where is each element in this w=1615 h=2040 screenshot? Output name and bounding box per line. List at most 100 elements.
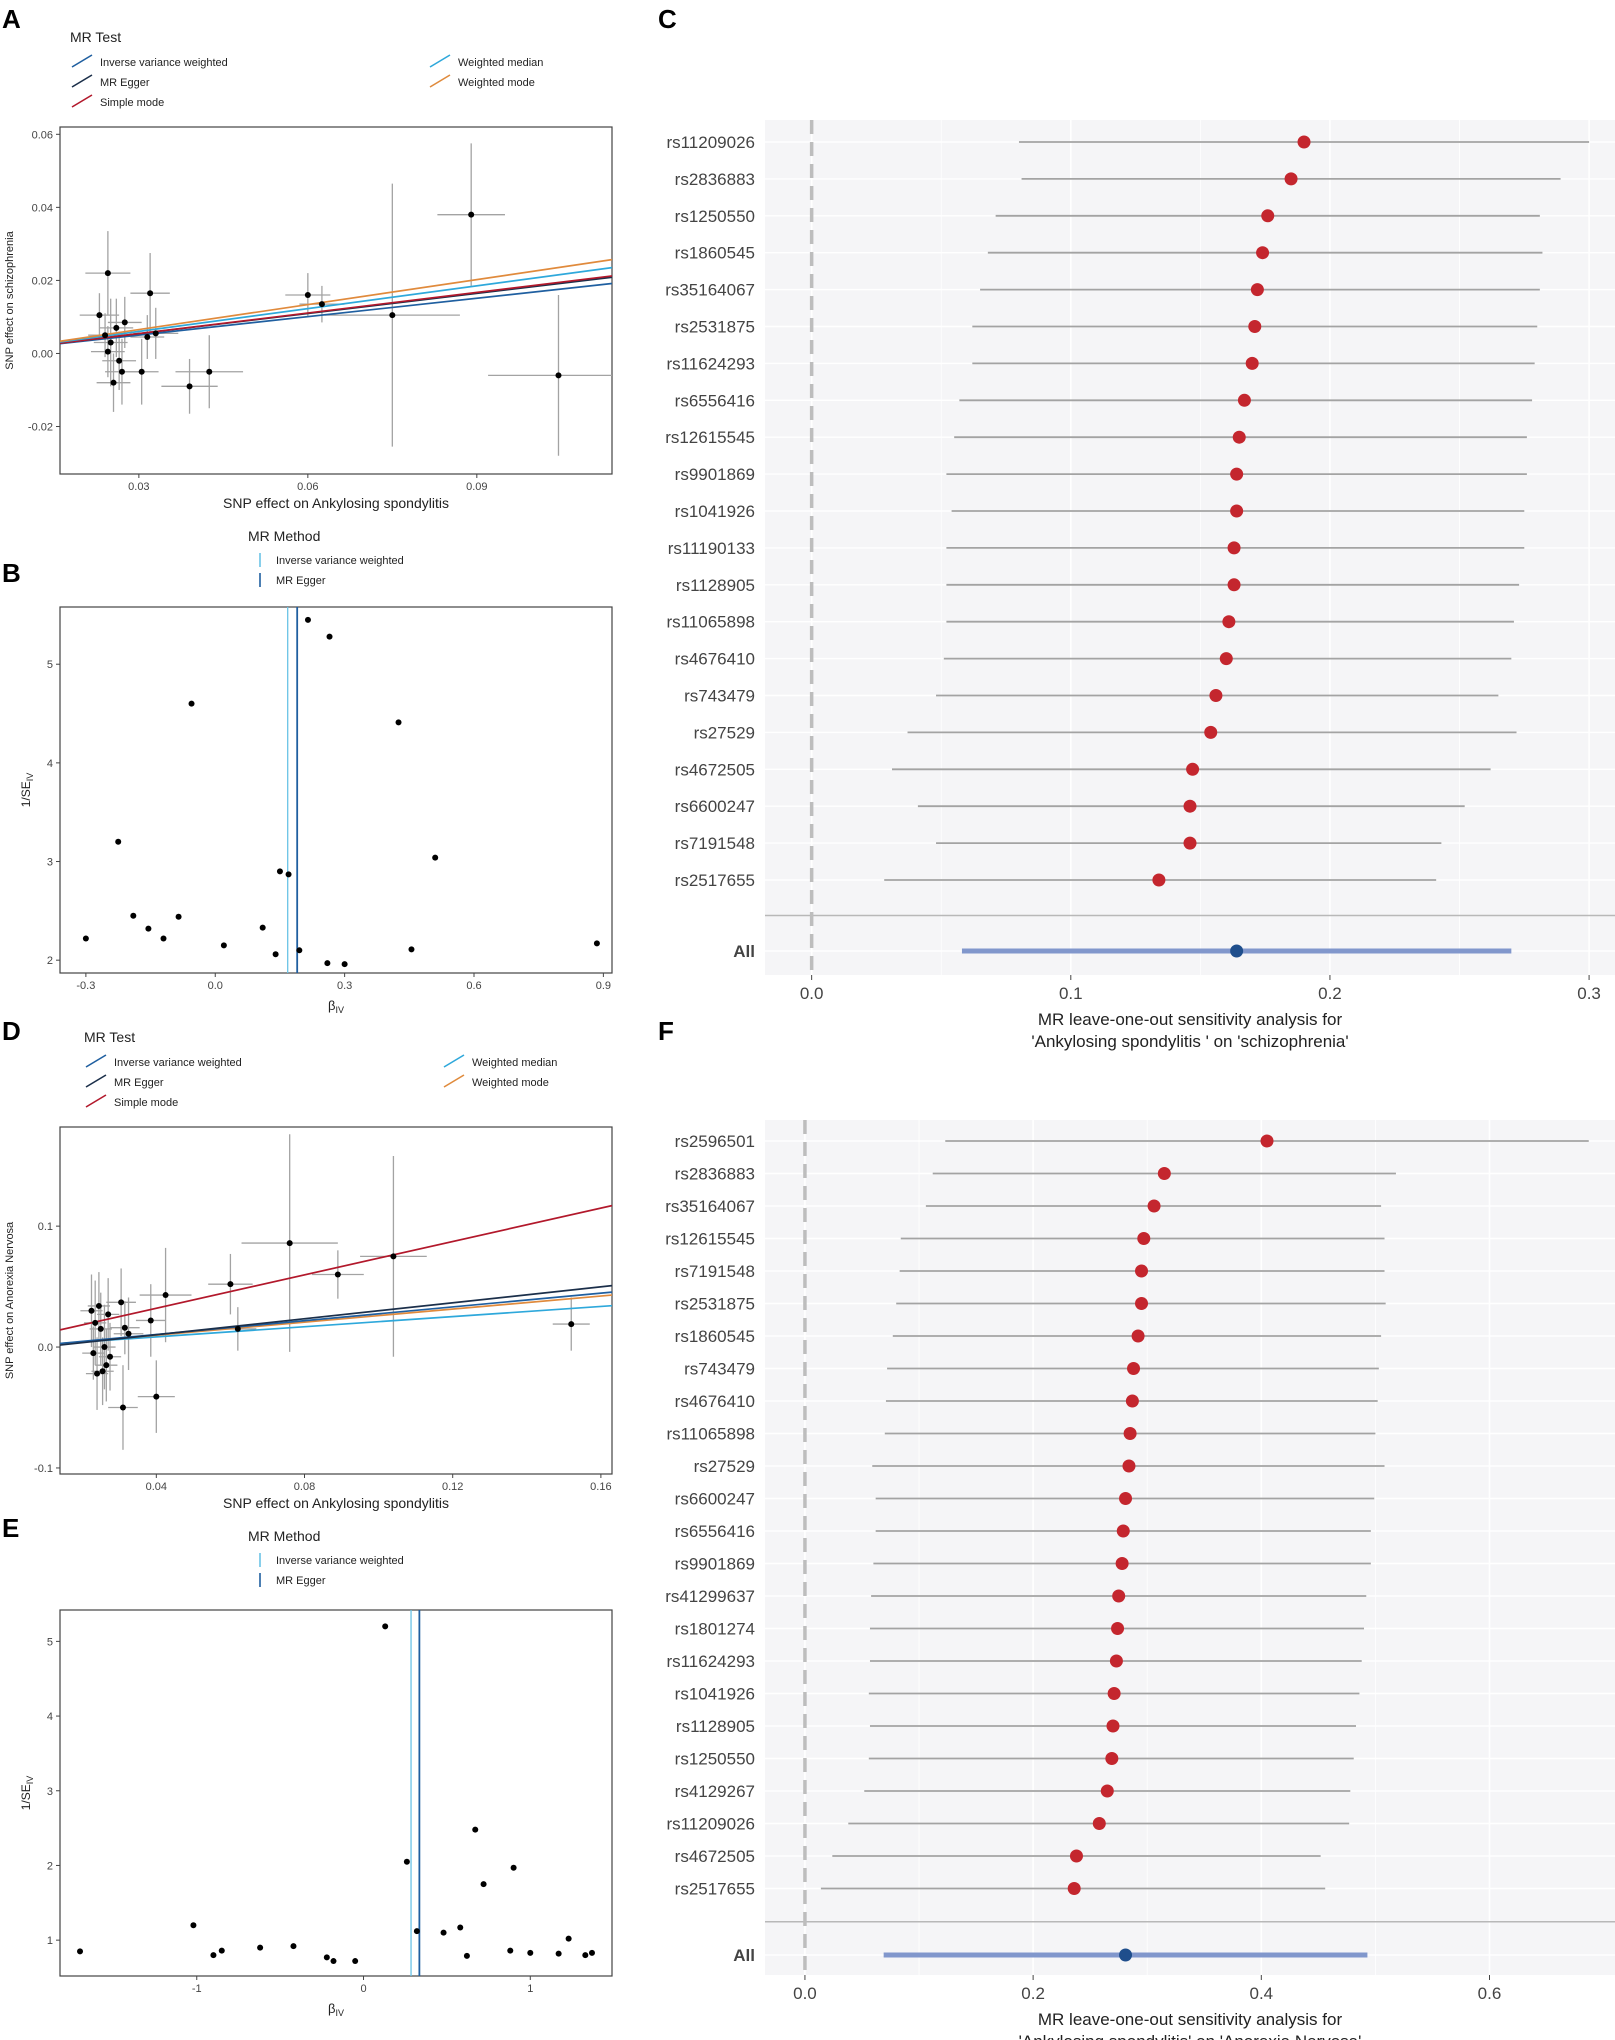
x-tick-label: 0 (360, 1983, 366, 1995)
data-point (432, 854, 439, 861)
data-point (285, 871, 292, 878)
snp-label: rs2531875 (675, 1295, 755, 1314)
snp-label: rs7191548 (675, 1262, 755, 1281)
data-point (304, 292, 311, 299)
snp-label: rs1041926 (675, 1685, 755, 1704)
data-point (565, 1935, 572, 1942)
legend-entry: Weighted median (458, 57, 543, 69)
regression-line (60, 275, 612, 345)
snp-label: rs12615545 (665, 1230, 755, 1249)
y-tick-label: 0.1 (38, 1221, 53, 1233)
panel-letter-c: C (658, 4, 677, 34)
y-tick-label: 0.04 (32, 202, 53, 214)
panel-letter-f: F (658, 1016, 674, 1046)
data-point (119, 1404, 126, 1411)
x-tick-label: 0.0 (800, 984, 824, 1003)
snp-label: rs35164067 (665, 1197, 755, 1216)
y-tick-label: 3 (47, 1786, 53, 1798)
legend-mr-test: MR Test Inverse variance weighted MR Egger… (70, 29, 543, 109)
data-point (118, 368, 125, 375)
data-point (147, 1317, 154, 1324)
data-point (413, 1928, 420, 1935)
data-point (390, 1253, 397, 1260)
y-axis-label-main: 1/SE (19, 781, 33, 807)
estimate-point (1122, 1459, 1136, 1473)
y-tick-label: -0.02 (28, 422, 53, 434)
snp-label: rs2836883 (675, 170, 755, 189)
legend-title: MR Method (248, 1528, 320, 1544)
data-point (334, 1271, 341, 1278)
x-axis-label: SNP effect on Ankylosing spondylitis (223, 1495, 449, 1511)
estimate-point (1209, 689, 1223, 702)
y-tick-label: 0.00 (32, 348, 53, 360)
x-axis-label-line1: MR leave-one-out sensitivity analysis fo… (1038, 2010, 1343, 2029)
legend-entry: MR Egger (276, 575, 326, 587)
estimate-point (1119, 1492, 1133, 1505)
regression-line (60, 1284, 612, 1346)
data-point (510, 1864, 517, 1871)
data-point (227, 1281, 234, 1288)
snp-label: rs1128905 (676, 576, 755, 595)
estimate-point (1111, 1622, 1125, 1635)
legend-entry: Simple mode (114, 1097, 178, 1109)
x-axis-label-line1: MR leave-one-out sensitivity analysis fo… (1038, 1010, 1343, 1029)
y-tick-label: 2 (47, 1860, 53, 1872)
x-tick-label: 0.4 (1249, 1984, 1273, 2003)
data-point (272, 951, 279, 958)
data-point (593, 940, 600, 947)
estimate-point (1230, 504, 1244, 518)
snp-label: rs35164067 (665, 281, 755, 300)
x-tick-label: 0.03 (128, 481, 149, 493)
estimate-point (1147, 1199, 1161, 1213)
data-point (234, 1325, 241, 1332)
estimate-point (1222, 615, 1236, 629)
x-tick-label: 0.09 (466, 481, 487, 493)
data-point (555, 1950, 562, 1957)
estimate-point (1069, 1849, 1083, 1863)
snp-label: rs2517655 (675, 1880, 755, 1899)
data-point (318, 301, 325, 308)
regression-line (60, 1304, 612, 1345)
x-axis-label: SNP effect on Ankylosing spondylitis (223, 495, 449, 511)
snp-label: rs11209026 (666, 1815, 755, 1834)
data-point (95, 1302, 102, 1309)
y-axis-label-sub: IV (25, 1776, 35, 1785)
x-tick-label: 0.16 (590, 1481, 611, 1493)
legend-entry: MR Egger (114, 1077, 164, 1089)
estimate-point (1260, 1134, 1274, 1148)
data-point (408, 946, 415, 953)
data-point (341, 961, 348, 968)
snp-label: rs41299637 (665, 1587, 755, 1606)
legend-swatch (85, 1094, 107, 1108)
data-point (210, 1952, 217, 1959)
x-tick-label: 0.3 (1577, 984, 1601, 1003)
chart-panel-d: 0.04 0.08 0.12 0.16 -0.1 0.0 0.1 SNP effect on … (4, 1126, 613, 1511)
data-point (290, 1943, 297, 1950)
estimate-point-all (1119, 1948, 1133, 1962)
estimate-point (1127, 1362, 1141, 1375)
legend-swatch (443, 1054, 465, 1068)
estimate-point (1131, 1329, 1145, 1343)
data-point (326, 633, 333, 640)
x-tick-label: 0.12 (442, 1481, 463, 1493)
legend-mr-method: MR Method Inverse variance weighted MR Egg… (248, 528, 404, 587)
y-tick-label: -0.1 (34, 1463, 53, 1475)
estimate-point (1219, 652, 1233, 666)
x-tick-label: 0.08 (294, 1481, 315, 1493)
snp-label: rs6600247 (675, 1490, 755, 1509)
y-tick-label: 3 (47, 857, 53, 869)
estimate-point (1186, 762, 1200, 776)
estimate-point (1115, 1557, 1129, 1570)
estimate-point (1092, 1817, 1106, 1830)
x-tick-label: 0.04 (146, 1481, 167, 1493)
x-axis-label-line2: 'Ankylosing spondylitis ' on 'schizophre… (1031, 1032, 1348, 1051)
x-tick-label: 0.6 (466, 980, 481, 992)
y-tick-label: 4 (47, 758, 53, 770)
data-point (463, 1952, 470, 1959)
data-point (286, 1240, 293, 1247)
legend-mr-test: MR Test Inverse variance weighted MR Egger… (84, 1029, 557, 1109)
y-axis-label-main: 1/SE (19, 1784, 33, 1810)
estimate-point (1284, 172, 1298, 186)
panel-letter-d: D (2, 1016, 21, 1046)
